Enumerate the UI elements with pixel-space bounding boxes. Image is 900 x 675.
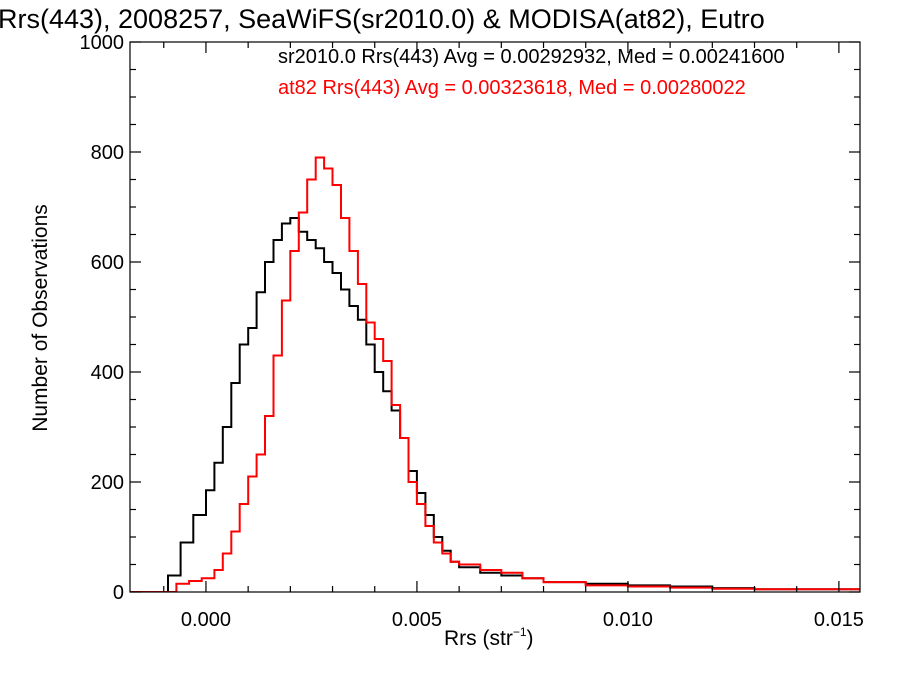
y-tick-label: 400 [91, 362, 124, 384]
y-tick-label: 600 [91, 252, 124, 274]
series-line-sr2010-0 [130, 217, 860, 592]
chart-title: Rrs(443), 2008257, SeaWiFS(sr2010.0) & M… [0, 4, 765, 34]
x-tick-label: 0.005 [392, 609, 442, 631]
x-tick-label: 0.000 [181, 609, 231, 631]
x-tick-label: 0.015 [814, 609, 864, 631]
series-line-at82 [130, 156, 860, 592]
x-tick-label: 0.010 [603, 609, 653, 631]
series-layer [130, 156, 860, 592]
axis-ticks: 0.000 0.005 0.010 0.015 0 200 400 600 800 1000 [80, 32, 864, 631]
x-axis-label-close: ) [526, 627, 534, 650]
y-tick-label: 1000 [80, 32, 125, 54]
y-tick-label: 0 [113, 582, 124, 604]
y-tick-label: 200 [91, 472, 124, 494]
x-axis-label-exponent: −1 [512, 625, 527, 639]
x-axis-label: Rrs (str−1) [444, 625, 534, 651]
series-stat-at82: at82 Rrs(443) Avg = 0.00323618, Med = 0.… [278, 77, 746, 99]
series-stat-sr2010: sr2010.0 Rrs(443) Avg = 0.00292932, Med … [278, 46, 785, 68]
x-axis-label-text: Rrs (str [444, 627, 513, 650]
y-tick-label: 800 [91, 142, 124, 164]
